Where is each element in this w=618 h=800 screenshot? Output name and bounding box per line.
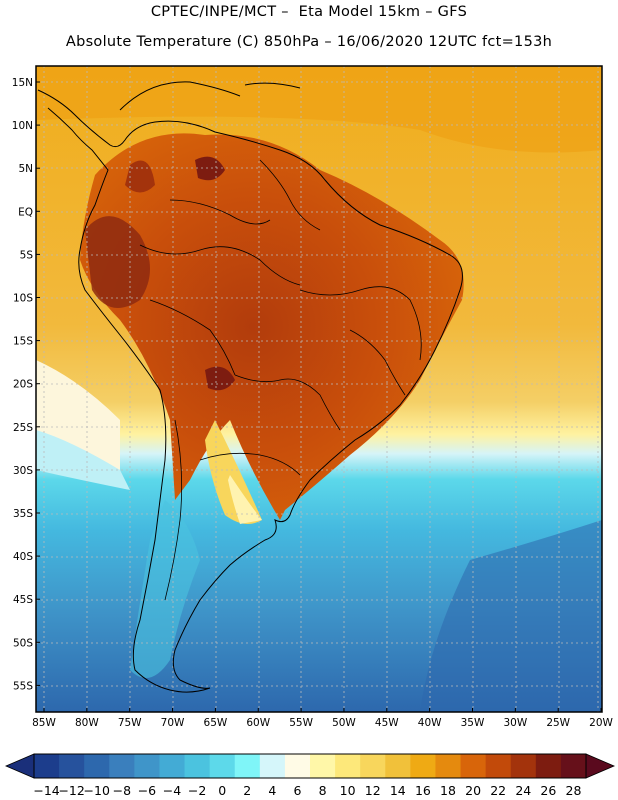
lat-axis-labels: 15N 10N 5N EQ 5S 10S 15S 20S 25S 30S 35S 40S 45S 50S 5… xyxy=(12,77,40,692)
colorbar-label: 24 xyxy=(515,783,531,798)
colorbar-label: 10 xyxy=(340,783,356,798)
lat-label: 50S xyxy=(13,637,33,649)
colorbar-label: −10 xyxy=(84,783,110,798)
lon-label: 80W xyxy=(75,717,99,729)
colorbar-swatch xyxy=(535,754,562,778)
colorbar-swatch xyxy=(84,754,110,778)
lat-label: 55S xyxy=(13,680,33,692)
plot-frame xyxy=(35,65,603,713)
colorbar-swatch xyxy=(435,754,462,778)
graticule xyxy=(36,66,602,712)
lat-label: 25S xyxy=(13,422,33,434)
colorbar-low-arrow xyxy=(4,753,35,779)
lon-label: 40W xyxy=(418,717,442,729)
colorbar-label: 22 xyxy=(490,783,506,798)
lat-label: 45S xyxy=(13,594,33,606)
colorbar-swatch xyxy=(184,754,211,778)
chart-title-line2: Absolute Temperature (C) 850hPa – 16/06/… xyxy=(65,34,553,50)
colorbar-swatch xyxy=(560,754,587,778)
colorbar-swatch xyxy=(510,754,537,778)
colorbar-label: 12 xyxy=(365,783,381,798)
lon-label: 55W xyxy=(289,717,313,729)
lon-label: 35W xyxy=(461,717,485,729)
lat-label: 15S xyxy=(13,336,33,348)
lat-label: 10N xyxy=(12,120,33,132)
colorbar-label: −4 xyxy=(163,783,181,798)
lat-label: 40S xyxy=(13,551,33,563)
lon-label: 30W xyxy=(503,717,527,729)
colorbar-label: 6 xyxy=(293,783,301,798)
lon-label: 75W xyxy=(118,717,142,729)
lon-axis-labels: 85W 80W 75W 70W 65W 60W 55W 50W 45W 40W 35W 30W 25W 2… xyxy=(32,708,614,729)
lat-label: 35S xyxy=(13,508,33,520)
lon-label: 45W xyxy=(375,717,399,729)
colorbar-label: −12 xyxy=(58,783,84,798)
colorbar-label: −2 xyxy=(188,783,206,798)
lon-label: 85W xyxy=(32,717,56,729)
lon-label: 65W xyxy=(204,717,228,729)
lon-label: 50W xyxy=(332,717,356,729)
chart-title-line1: CPTEC/INPE/MCT – Eta Model 15km – GFS xyxy=(150,4,468,20)
colorbar-swatch xyxy=(209,754,236,778)
lon-label: 70W xyxy=(161,717,185,729)
lat-label: 5N xyxy=(18,163,33,175)
colorbar-label: −14 xyxy=(33,783,59,798)
colorbar-label: 16 xyxy=(415,783,431,798)
lon-label: 25W xyxy=(546,717,570,729)
coastlines xyxy=(37,81,463,693)
colorbar-swatch xyxy=(335,754,361,778)
colorbar-swatch xyxy=(59,754,85,778)
lat-label: 30S xyxy=(13,465,33,477)
colorbar-high-arrow xyxy=(585,753,616,779)
colorbar-frame xyxy=(33,753,587,779)
colorbar-swatch xyxy=(410,754,436,778)
colorbar-swatch xyxy=(460,754,487,778)
lat-label: EQ xyxy=(18,206,33,218)
colorbar-label: 26 xyxy=(540,783,556,798)
colorbar-swatch xyxy=(159,754,186,778)
lat-label: 5S xyxy=(20,249,34,261)
colorbar-label: 8 xyxy=(319,783,327,798)
colorbar-swatch xyxy=(485,754,512,778)
colorbar-label: 28 xyxy=(566,783,582,798)
colorbar-label: 18 xyxy=(440,783,456,798)
colorbar-label: −8 xyxy=(113,783,131,798)
lat-label: 10S xyxy=(13,293,33,305)
colorbar-label: 2 xyxy=(243,783,251,798)
colorbar-swatch xyxy=(310,754,336,778)
colorbar-swatch xyxy=(234,754,261,778)
colorbar-label: 4 xyxy=(268,783,276,798)
colorbar-swatch xyxy=(259,754,286,778)
lon-label: 20W xyxy=(589,717,613,729)
colorbar-swatch xyxy=(284,754,311,778)
colorbar-swatch xyxy=(360,754,386,778)
colorbar-swatch xyxy=(134,754,160,778)
lon-label: 60W xyxy=(246,717,270,729)
colorbar: −14−12−10 −8 −6 −4 −2 0 2 4 6 8 10 12 14 16 18 20 22 24 26… xyxy=(4,753,616,798)
colorbar-label: −6 xyxy=(138,783,156,798)
colorbar-label: 20 xyxy=(465,783,481,798)
colorbar-swatch xyxy=(34,754,60,778)
colorbar-label: 0 xyxy=(218,783,226,798)
country-borders xyxy=(139,159,422,601)
colorbar-swatch xyxy=(385,754,411,778)
colorbar-swatch xyxy=(109,754,135,778)
lat-label: 20S xyxy=(13,379,33,391)
lat-label: 15N xyxy=(12,77,33,89)
colorbar-label: 14 xyxy=(390,783,406,798)
